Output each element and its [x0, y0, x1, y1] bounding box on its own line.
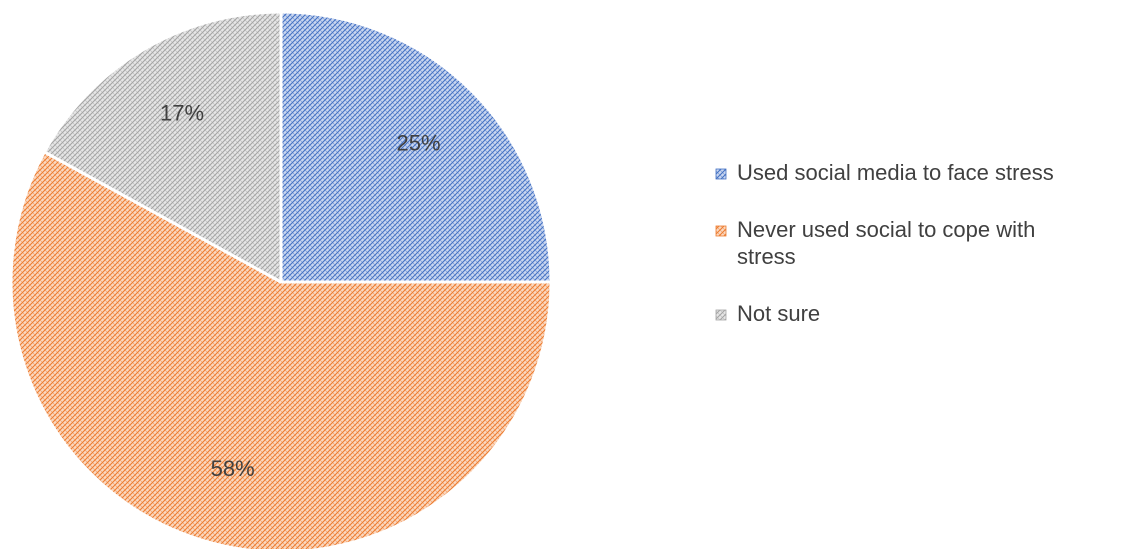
- legend-label-never-used-social-to-cope-with-stress-line-1: Never used social to cope with: [737, 217, 1035, 242]
- pie-slice-not-sure: [42, 10, 283, 284]
- legend-item-not-sure: Not sure: [715, 301, 820, 326]
- legend-swatch-not-sure: [715, 309, 727, 321]
- legend-label-never-used-social-to-cope-with-stress-line-2: stress: [737, 244, 796, 269]
- pie-slices: [9, 10, 553, 549]
- chart-legend: Used social media to face stress Never us…: [715, 160, 1054, 326]
- data-label-not-sure: 17%: [160, 101, 204, 126]
- data-label-used-social-media-to-face-stress: 25%: [396, 130, 440, 155]
- pie-data-labels: 25% 58% 17%: [160, 101, 441, 482]
- legend-item-used-social-media-to-face-stress: Used social media to face stress: [715, 160, 1054, 185]
- legend-swatch-used-social-media-to-face-stress: [715, 168, 727, 180]
- legend-swatch-never-used-social-to-cope-with-stress: [715, 225, 727, 237]
- pie-slice-used-social-media-to-face-stress: [279, 10, 553, 284]
- pie-slice-never-used-social-to-cope-with-stress: [9, 150, 553, 549]
- legend-label-not-sure: Not sure: [737, 301, 820, 326]
- legend-label-used-social-media-to-face-stress: Used social media to face stress: [737, 160, 1054, 185]
- data-label-never-used-social-to-cope-with-stress: 58%: [211, 456, 255, 481]
